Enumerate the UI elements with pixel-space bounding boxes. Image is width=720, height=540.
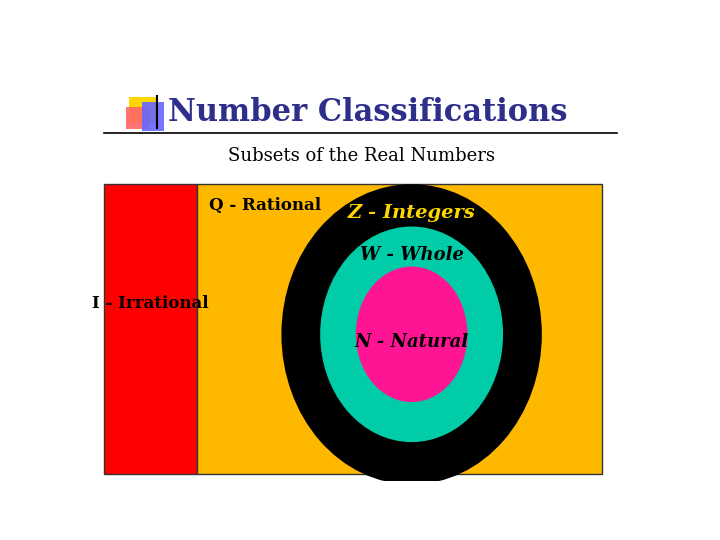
Bar xyxy=(126,107,149,129)
Ellipse shape xyxy=(356,267,467,402)
Text: Subsets of the Real Numbers: Subsets of the Real Numbers xyxy=(228,147,495,165)
Text: Number Classifications: Number Classifications xyxy=(168,97,567,128)
Text: W - Whole: W - Whole xyxy=(359,246,464,264)
Bar xyxy=(142,102,163,131)
Ellipse shape xyxy=(282,184,542,484)
Ellipse shape xyxy=(320,226,503,442)
Bar xyxy=(197,184,601,475)
Text: Z - Integers: Z - Integers xyxy=(348,204,475,221)
Text: N - Natural: N - Natural xyxy=(354,333,469,351)
Bar xyxy=(129,97,158,123)
Text: I - Irrational: I - Irrational xyxy=(92,295,209,312)
Text: Q - Rational: Q - Rational xyxy=(209,197,320,214)
Bar xyxy=(104,184,197,475)
